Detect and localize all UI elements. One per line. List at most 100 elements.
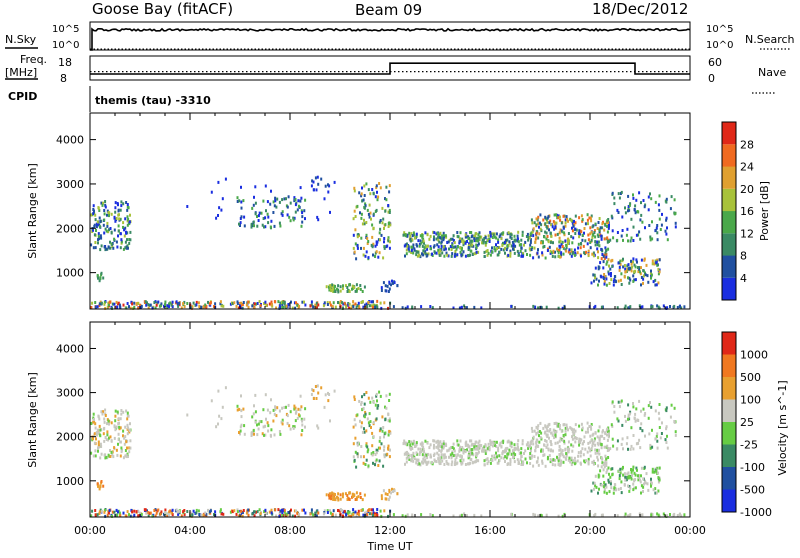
velocity-cell [630, 477, 633, 481]
colorbar-frame [721, 121, 737, 301]
power-cell [591, 225, 594, 229]
velocity-cell [537, 430, 540, 434]
velocity-cell [282, 513, 285, 517]
power-cell [299, 186, 302, 190]
velocity-cell [640, 466, 643, 470]
power-cell [627, 276, 629, 280]
velocity-cell [581, 428, 584, 432]
velocity-cell [117, 432, 120, 436]
power-cell [646, 274, 649, 278]
power-cell [376, 305, 379, 309]
velocity-cell [103, 510, 106, 514]
power-cell [572, 236, 575, 240]
velocity-cell [387, 444, 390, 448]
velocity-cell [529, 449, 532, 453]
velocity-cell [332, 497, 335, 501]
velocity-cell [650, 481, 653, 485]
power-cell [546, 235, 549, 238]
power-cell [607, 247, 610, 251]
power-cell [435, 232, 438, 236]
power-cell [300, 209, 303, 213]
power-cell [264, 300, 267, 304]
power-cell [620, 234, 623, 238]
velocity-cell [100, 480, 103, 483]
velocity-cell [639, 478, 641, 482]
velocity-cell [602, 463, 605, 467]
velocity-cell [105, 438, 108, 441]
power-cell [367, 301, 370, 304]
velocity-cell [384, 418, 387, 422]
velocity-cell [111, 514, 113, 518]
power-cell [498, 246, 501, 249]
power-cell [465, 306, 468, 310]
velocity-cell [278, 409, 281, 413]
power-cell [422, 253, 425, 257]
power-cell [513, 251, 516, 255]
velocity-cell [520, 455, 523, 458]
power-cell [316, 175, 319, 179]
power-cell [550, 223, 553, 227]
power-cell [376, 190, 378, 194]
velocity-cell [529, 456, 532, 460]
power-cell [566, 217, 569, 221]
velocity-cell [360, 402, 363, 406]
power-cell [565, 249, 568, 253]
velocity-cell [297, 407, 300, 411]
velocity-cell [316, 384, 319, 388]
velocity-cell [355, 496, 358, 500]
velocity-cell [507, 452, 510, 456]
velocity-cell [374, 514, 377, 517]
velocity-cell [133, 509, 136, 513]
velocity-cell [651, 467, 654, 471]
power-cell [594, 243, 597, 247]
velocity-cell [139, 511, 142, 515]
power-cell [638, 267, 641, 271]
power-cell [562, 252, 565, 256]
power-cell [629, 278, 632, 282]
velocity-cell [251, 432, 254, 436]
power-cell [153, 301, 156, 304]
power-cell [650, 269, 652, 273]
power-cell [247, 305, 250, 309]
power-cell [605, 277, 608, 281]
power-cell [589, 232, 592, 236]
power-cell [427, 244, 429, 248]
power-cell [406, 234, 409, 238]
velocity-cell [464, 441, 467, 445]
colorbar-swatch [722, 422, 736, 445]
power-cell [343, 301, 346, 305]
velocity-cell [447, 462, 450, 466]
power-cell [501, 244, 504, 247]
power-cell [573, 253, 576, 257]
velocity-cell [537, 444, 540, 448]
velocity-cell [559, 448, 562, 452]
power-cell [198, 305, 201, 308]
power-cell [592, 251, 595, 255]
velocity-cell [100, 509, 103, 513]
power-cell [665, 218, 668, 222]
velocity-cell [470, 439, 473, 443]
velocity-cell [665, 441, 668, 444]
velocity-cell [388, 392, 391, 396]
freq-line [90, 62, 690, 75]
xtick-label: 08:00 [274, 524, 306, 537]
velocity-cell [433, 458, 436, 462]
velocity-cell [662, 512, 665, 516]
velocity-cell [95, 433, 98, 437]
power-cell [543, 235, 546, 239]
velocity-cell [657, 480, 660, 484]
power-cell [359, 287, 362, 291]
velocity-cell [102, 410, 105, 414]
velocity-cell [94, 422, 97, 426]
velocity-cell [447, 448, 450, 452]
velocity-cell [92, 420, 95, 424]
velocity-cell [674, 430, 677, 434]
velocity-cell [651, 445, 654, 449]
power-cell [264, 216, 267, 220]
power-cell [204, 303, 207, 307]
power-cell [486, 239, 489, 242]
power-cell [521, 230, 524, 234]
velocity-cell [337, 492, 340, 496]
power-cell [274, 300, 277, 304]
power-cell [477, 250, 480, 254]
